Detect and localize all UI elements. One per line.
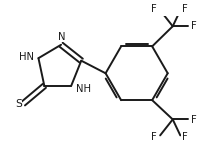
Text: N: N <box>57 32 65 42</box>
Text: F: F <box>150 4 156 14</box>
Text: F: F <box>181 132 187 142</box>
Text: F: F <box>190 115 196 125</box>
Text: S: S <box>15 99 22 109</box>
Text: F: F <box>190 21 196 31</box>
Text: HN: HN <box>19 52 34 62</box>
Text: F: F <box>181 4 187 14</box>
Text: F: F <box>150 132 156 142</box>
Text: NH: NH <box>75 84 90 94</box>
